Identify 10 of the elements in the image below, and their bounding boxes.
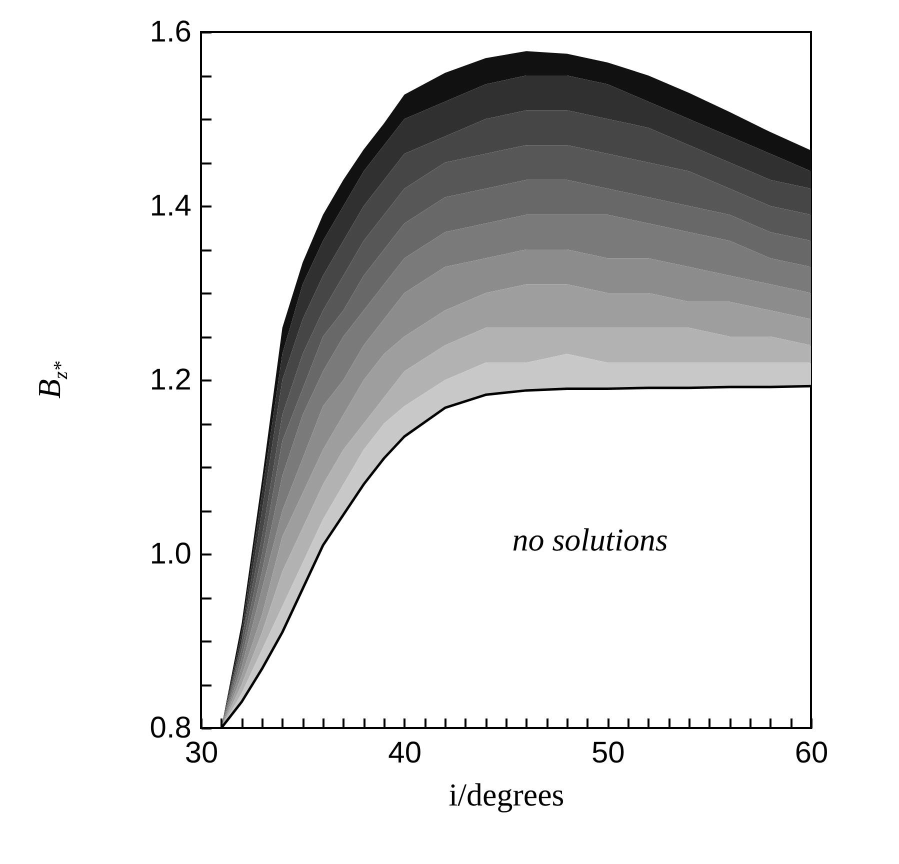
x-axis-title: i/degrees bbox=[448, 776, 564, 812]
y-tick-label: 1.2 bbox=[150, 364, 192, 396]
x-tick-label: 50 bbox=[591, 736, 625, 770]
y-tick-label: 1.4 bbox=[150, 190, 192, 222]
y-tick-label: 1.6 bbox=[150, 16, 192, 48]
x-tick-label: 40 bbox=[388, 736, 422, 770]
x-tick-label: 30 bbox=[184, 736, 218, 770]
annotation: no solutions bbox=[512, 522, 668, 558]
x-tick-label: 60 bbox=[794, 736, 828, 770]
y-tick-label: 1.0 bbox=[150, 538, 192, 570]
